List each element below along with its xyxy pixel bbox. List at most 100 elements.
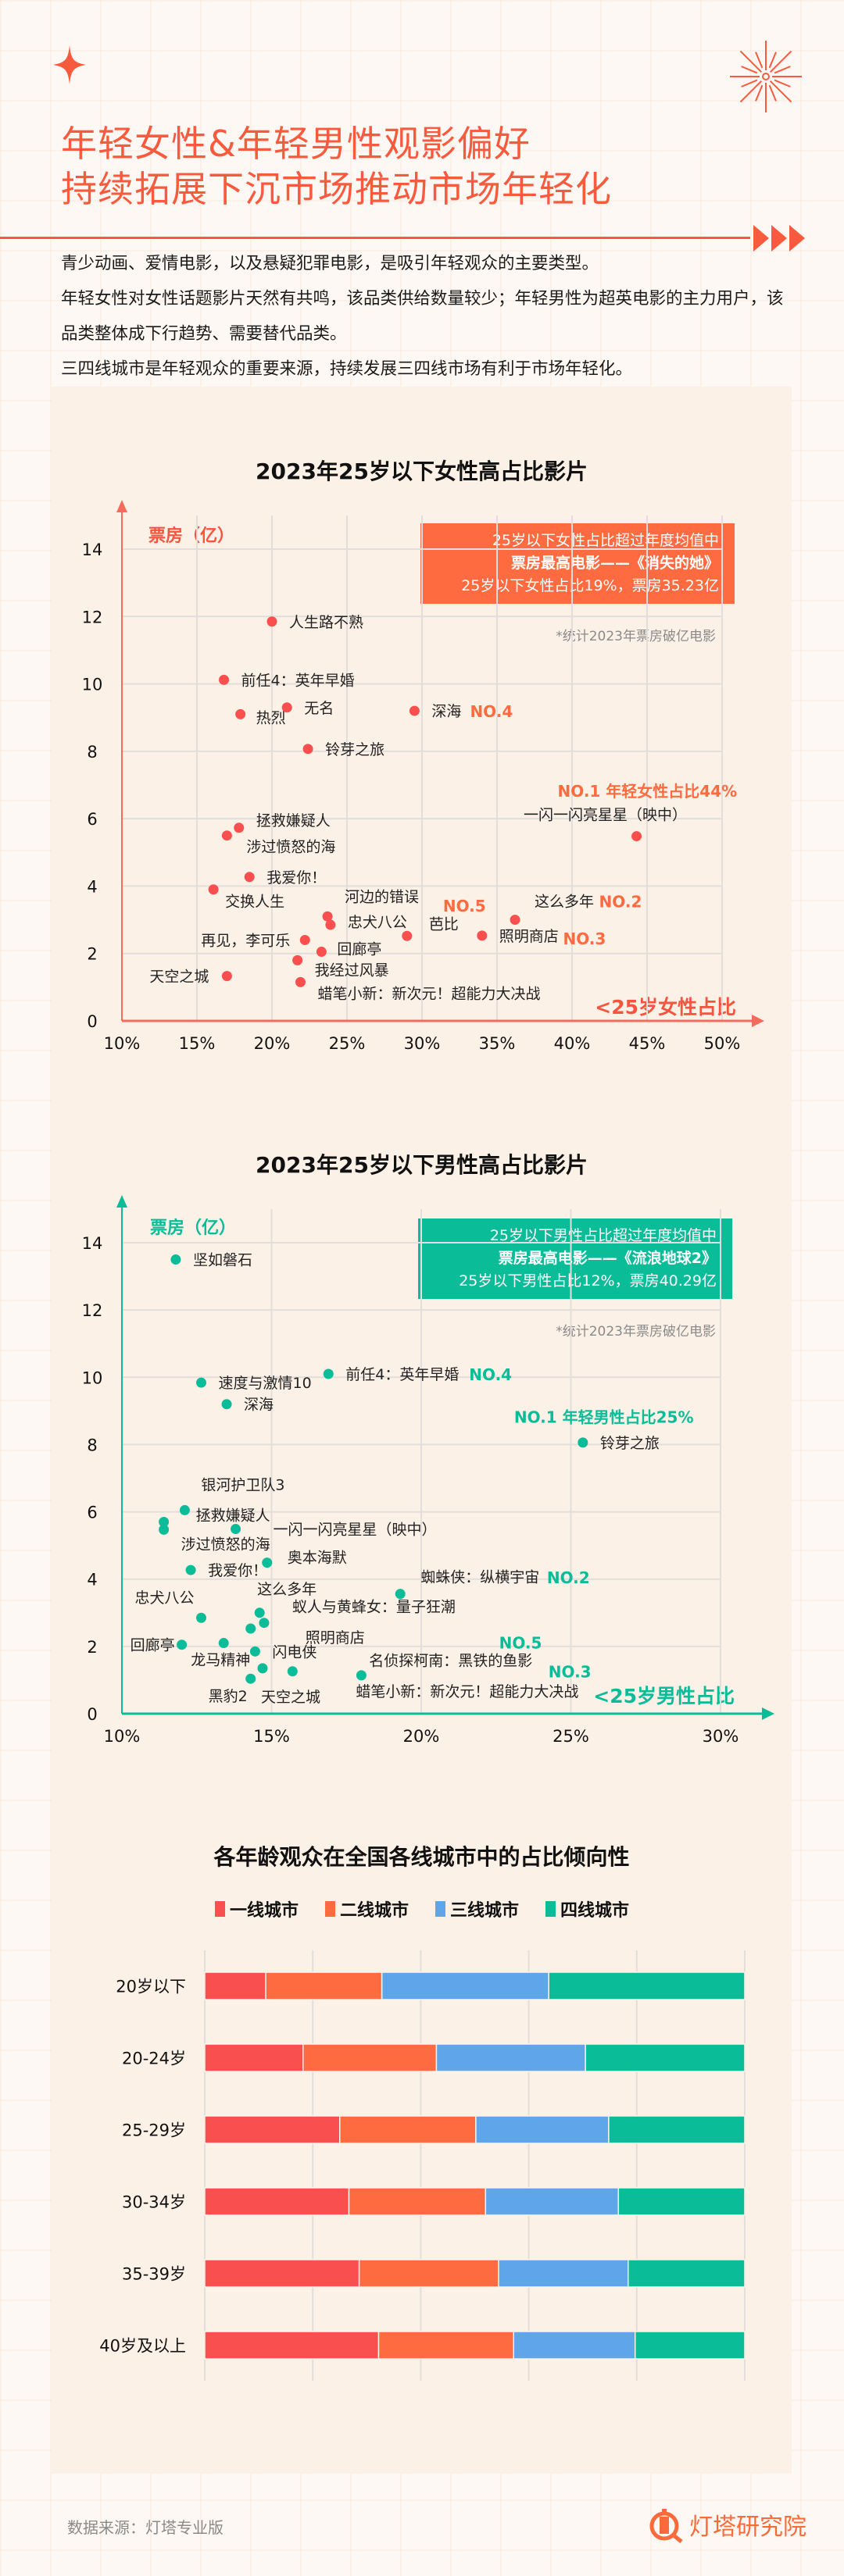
data-point	[245, 1623, 256, 1634]
point-label: 银河护卫队3	[201, 1476, 284, 1493]
bar-segment-4	[627, 2259, 746, 2288]
point-label: 奥本海默	[288, 1550, 347, 1567]
data-point	[245, 1673, 256, 1684]
female-callout-box: 25岁以下女性占比超过年度均值中 票房最高电影——《消失的她》 25岁以下女性占…	[420, 523, 735, 604]
rank-tag: NO.3	[549, 1663, 592, 1682]
point-label: 深海	[244, 1397, 274, 1414]
male-x-axis-label: <25岁男性占比	[593, 1685, 735, 1707]
bar-segment-2	[265, 1971, 383, 2000]
x-tick-label: 25%	[553, 1727, 589, 1746]
data-point	[235, 708, 246, 719]
point-label: 前任4：英年早婚	[241, 672, 355, 689]
firework-ray	[739, 80, 763, 103]
x-tick-label: 35%	[479, 1034, 516, 1053]
data-point	[195, 1612, 206, 1623]
firework-icon	[730, 41, 802, 112]
y-tick-label: 12	[82, 1301, 103, 1320]
bar-segment-4	[617, 2187, 746, 2216]
point-label: 照明商店	[306, 1629, 365, 1647]
bar-segment-2	[358, 2259, 499, 2288]
x-tick-label: 15%	[253, 1727, 290, 1746]
point-label: 我经过风暴	[315, 962, 389, 979]
point-label: 涉过愤怒的海	[181, 1536, 270, 1553]
bar-segment-1	[204, 2115, 341, 2144]
data-point	[287, 1666, 298, 1677]
legend-swatch	[435, 1901, 445, 1917]
rank-tag: NO.5	[443, 897, 486, 915]
x-tick-label: 25%	[329, 1034, 366, 1053]
data-point	[322, 911, 333, 922]
x-tick-label: 15%	[179, 1034, 216, 1053]
data-point	[299, 934, 310, 945]
legend-label: 三线城市	[450, 1901, 520, 1921]
point-label: 拯救嫌疑人	[256, 812, 331, 830]
point-label: 蚁人与黄蜂女：量子狂潮	[292, 1599, 456, 1616]
rank-tag: NO.3	[563, 929, 606, 948]
y-axis-arrow-icon	[116, 500, 127, 512]
x-tick-label: 40%	[554, 1034, 591, 1053]
data-point	[402, 930, 413, 941]
data-point	[409, 705, 420, 716]
firework-ray	[741, 66, 758, 74]
bar-segment-1	[204, 2187, 350, 2216]
legend-swatch	[324, 1901, 335, 1917]
point-label: 涉过愤怒的海	[246, 839, 335, 856]
data-point	[221, 1399, 232, 1410]
point-label: 回廊亭	[337, 941, 381, 958]
point-label: 无名	[304, 700, 334, 717]
data-point	[179, 1504, 190, 1515]
rank-tag: NO.4	[469, 1365, 512, 1384]
data-point	[244, 872, 255, 883]
y-axis-arrow-icon	[116, 1195, 127, 1208]
legend-tier4: 四线城市	[545, 1896, 629, 1921]
female-chart-title: 2023年25岁以下女性高占比影片	[256, 458, 588, 484]
callout-line: 票房最高电影——《消失的她》	[510, 555, 719, 572]
category-label: 25-29岁	[122, 2121, 186, 2140]
firework-center	[762, 73, 770, 80]
point-label: 黑豹2	[209, 1688, 248, 1705]
data-point	[325, 919, 336, 930]
point-label: 这么多年	[257, 1581, 316, 1598]
y-tick-label: 10	[82, 676, 103, 694]
y-tick-label: 14	[82, 541, 103, 559]
callout-line: 25岁以下女性占比超过年度均值中	[492, 532, 719, 549]
point-label: 闪电侠	[272, 1643, 316, 1661]
y-tick-label: 6	[87, 1504, 97, 1522]
female-x-axis-label: <25岁女性占比	[595, 996, 736, 1019]
city-chart-legend: 一线城市 二线城市 三线城市 四线城市	[0, 1896, 844, 1921]
data-point	[631, 831, 642, 842]
category-label: 30-34岁	[122, 2193, 186, 2212]
data-point	[195, 1377, 206, 1388]
data-point	[477, 930, 488, 941]
legend-swatch	[214, 1901, 225, 1917]
y-tick-label: 2	[87, 1638, 97, 1657]
firework-ray	[755, 52, 764, 69]
legend-swatch	[545, 1901, 556, 1917]
callout-line: 25岁以下男性占比12%，票房40.29亿	[459, 1272, 717, 1290]
y-tick-label: 6	[87, 810, 97, 829]
point-label: 忠犬八公	[134, 1589, 194, 1607]
brand-name: 灯塔研究院	[689, 2514, 806, 2541]
data-point	[281, 702, 292, 713]
point-label: 龙马精神	[191, 1652, 250, 1669]
data-point	[231, 1524, 241, 1535]
point-label: 坚如磐石	[193, 1252, 252, 1269]
point-label: 蜡笔小新：新次元！超能力大决战	[356, 1683, 578, 1700]
point-label: 前任4：英年早婚	[345, 1366, 459, 1383]
x-tick-label: 30%	[703, 1727, 739, 1746]
male-chart-title: 2023年25岁以下男性高占比影片	[256, 1152, 588, 1178]
point-label: 速度与激情10	[218, 1375, 311, 1392]
data-point	[323, 1368, 334, 1379]
data-point	[257, 1663, 268, 1674]
bar-segment-3	[498, 2259, 629, 2288]
lighthouse-logo-icon	[649, 2509, 683, 2543]
data-point	[302, 744, 313, 755]
female-y-axis-label: 票房（亿）	[148, 526, 235, 546]
x-tick-label: 20%	[254, 1034, 291, 1053]
y-tick-label: 10	[82, 1368, 103, 1387]
data-point	[254, 1607, 265, 1618]
firework-ray	[741, 79, 758, 87]
data-point	[185, 1565, 196, 1575]
point-label: 照明商店	[499, 928, 559, 945]
